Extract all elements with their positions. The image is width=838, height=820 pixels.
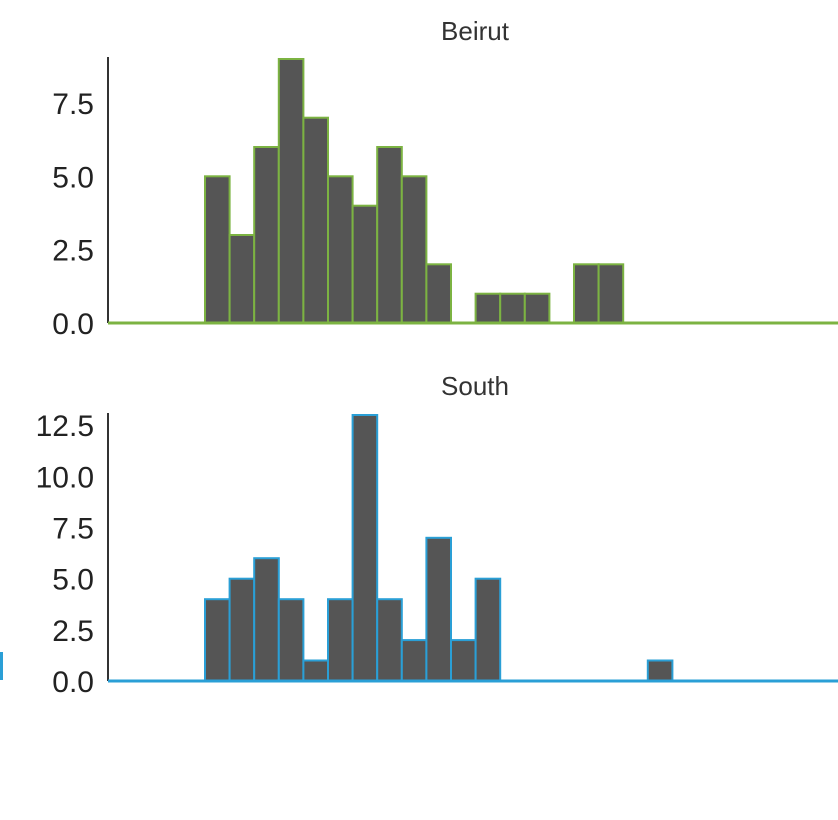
- south-histogram-bar: [425, 536, 452, 682]
- south-y-tick-label: 5.0: [52, 564, 94, 597]
- beirut-histogram-bar: [351, 204, 379, 324]
- beirut-panel: Beirut 0.0 2.5 5.0 7.5: [52, 16, 838, 341]
- south-histogram-bar: [302, 659, 329, 682]
- south-histogram-bar: [474, 577, 502, 683]
- south-histogram-bar: [450, 639, 477, 682]
- beirut-y-tick-label: 5.0: [52, 161, 94, 194]
- south-chart-title: South: [441, 371, 509, 401]
- south-histogram-bar: [376, 598, 403, 683]
- beirut-y-tick-label: 7.5: [52, 88, 94, 121]
- beirut-y-tick-label: 2.5: [52, 235, 94, 268]
- beirut-histogram-bar: [597, 263, 625, 324]
- beirut-histogram-bar: [474, 292, 502, 325]
- beirut-histogram-bar: [400, 175, 428, 324]
- south-y-tick-label: 10.0: [36, 461, 94, 494]
- beirut-histogram-bar: [253, 146, 280, 324]
- beirut-histogram-bar: [228, 234, 256, 324]
- beirut-histogram-bar: [302, 116, 329, 324]
- south-histogram-bar: [646, 659, 674, 682]
- south-histogram-bar: [277, 598, 305, 683]
- south-y-tick-label: 0.0: [52, 666, 94, 699]
- beirut-histogram-bar: [277, 58, 305, 324]
- south-y-tick-label: 12.5: [36, 410, 94, 443]
- south-histogram-bar: [400, 639, 428, 682]
- south-histogram-bar: [351, 414, 379, 682]
- south-histogram-bar: [253, 557, 280, 683]
- south-y-tick-label: 7.5: [52, 513, 94, 546]
- south-histogram-bar: [204, 598, 231, 683]
- south-histogram-bar: [228, 577, 256, 683]
- beirut-chart-title: Beirut: [441, 16, 510, 46]
- beirut-histogram-bar: [425, 263, 452, 324]
- beirut-histogram-bar: [523, 292, 551, 325]
- beirut-histogram-bar: [376, 146, 403, 324]
- south-histogram-bar: [327, 598, 354, 683]
- beirut-histogram-bar: [204, 175, 231, 324]
- beirut-y-tick-label: 0.0: [52, 308, 94, 341]
- south-y-tick-label: 2.5: [52, 615, 94, 648]
- south-panel: South 0.0 2.5 5.0 7.5 10.0 12.5: [0, 371, 838, 699]
- beirut-histogram-bar: [499, 292, 526, 325]
- beirut-histogram-bar: [573, 263, 600, 324]
- south-legend-swatch-fragment: [0, 652, 3, 680]
- beirut-histogram-bar: [327, 175, 354, 324]
